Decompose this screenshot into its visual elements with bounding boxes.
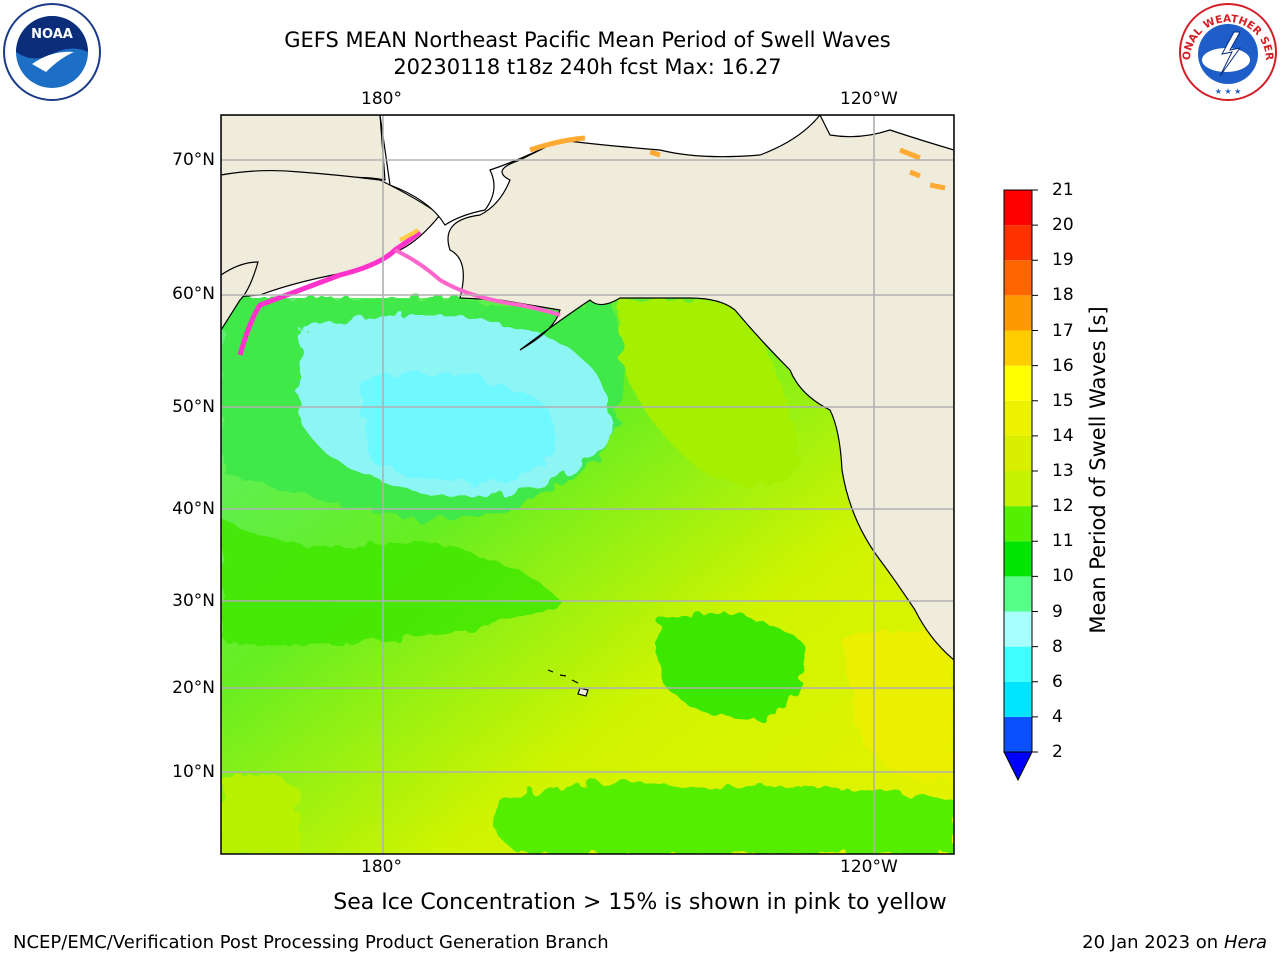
colorbar-tick-label: 4 xyxy=(1052,706,1063,727)
colorbar-tick-label: 11 xyxy=(1052,531,1074,552)
colorbar-swatch xyxy=(1004,260,1032,296)
colorbar-tick-label: 21 xyxy=(1052,180,1074,200)
map-panel xyxy=(221,115,954,854)
asia-land xyxy=(221,115,386,181)
colorbar-tick-label: 15 xyxy=(1052,390,1074,411)
colorbar-tick-label: 12 xyxy=(1052,496,1074,517)
colorbar-swatch xyxy=(1004,400,1032,436)
colorbar xyxy=(1003,189,1038,782)
colorbar-swatch xyxy=(1004,330,1032,366)
colorbar-tick-label: 9 xyxy=(1052,601,1063,622)
colorbar-tick-label: 18 xyxy=(1052,285,1074,306)
lon-tick-top-120w: 120°W xyxy=(840,89,898,109)
colorbar-swatch xyxy=(1004,716,1032,752)
colorbar-swatch xyxy=(1004,506,1032,542)
lon-tick-bottom-180: 180° xyxy=(361,857,402,877)
svg-text:★ ★ ★: ★ ★ ★ xyxy=(1215,87,1242,96)
colorbar-tick-label: 14 xyxy=(1052,425,1074,446)
colorbar-swatch xyxy=(1004,225,1032,261)
colorbar-tick-label: 10 xyxy=(1052,566,1074,587)
colorbar-swatch xyxy=(1004,611,1032,647)
colorbar-title: Mean Period of Swell Waves [s] xyxy=(1086,306,1110,634)
colorbar-extend-arrow xyxy=(1003,751,1033,782)
colorbar-swatch xyxy=(1004,576,1032,612)
lat-tick-40n: 40°N xyxy=(172,499,215,519)
lat-tick-50n: 50°N xyxy=(172,397,215,417)
colorbar-swatch xyxy=(1004,681,1032,717)
colorbar-tick-label: 17 xyxy=(1052,320,1074,341)
colorbar-tick-label: 6 xyxy=(1052,671,1063,692)
hawaii-islands xyxy=(547,669,589,697)
colorbar-swatch xyxy=(1004,190,1032,226)
footer-credit: NCEP/EMC/Verification Post Processing Pr… xyxy=(13,932,609,953)
footer-date: 20 Jan 2023 on Hera xyxy=(1082,932,1267,953)
lon-tick-top-180: 180° xyxy=(361,89,402,109)
colorbar-swatch xyxy=(1004,541,1032,577)
colorbar-swatch xyxy=(1004,471,1032,507)
colorbar-swatch xyxy=(1004,295,1032,331)
colorbar-swatch xyxy=(1004,646,1032,682)
nws-logo: NATIONAL WEATHER SERVICE ★ ★ ★ xyxy=(1178,2,1277,101)
colorbar-tick-label: 2 xyxy=(1052,742,1063,762)
graticule xyxy=(221,115,954,854)
lat-tick-10n: 10°N xyxy=(172,762,215,782)
footer-host: Hera xyxy=(1223,932,1267,953)
colorbar-tick-label: 8 xyxy=(1052,636,1063,657)
map-subtitle: 20230118 t18z 240h fcst Max: 16.27 xyxy=(393,55,782,79)
colorbar-tick-label: 16 xyxy=(1052,355,1074,376)
colorbar-swatch xyxy=(1004,435,1032,471)
map-frame xyxy=(220,114,955,855)
noaa-logo: NOAA xyxy=(3,3,101,101)
colorbar-tick-label: 20 xyxy=(1052,215,1074,236)
noaa-logo-text: NOAA xyxy=(31,27,73,42)
colorbar-tick-label: 19 xyxy=(1052,250,1074,271)
lat-tick-60n: 60°N xyxy=(172,284,215,304)
map-title: GEFS MEAN Northeast Pacific Mean Period … xyxy=(284,28,891,52)
lat-tick-30n: 30°N xyxy=(172,591,215,611)
map-caption: Sea Ice Concentration > 15% is shown in … xyxy=(333,890,947,915)
colorbar-swatch xyxy=(1004,365,1032,401)
colorbar-tick-label: 13 xyxy=(1052,461,1074,481)
lon-tick-bottom-120w: 120°W xyxy=(840,857,898,877)
lat-tick-70n: 70°N xyxy=(172,150,215,170)
north-america-land xyxy=(447,115,954,661)
footer-date-text: 20 Jan 2023 on xyxy=(1082,932,1219,953)
lat-tick-20n: 20°N xyxy=(172,678,215,698)
